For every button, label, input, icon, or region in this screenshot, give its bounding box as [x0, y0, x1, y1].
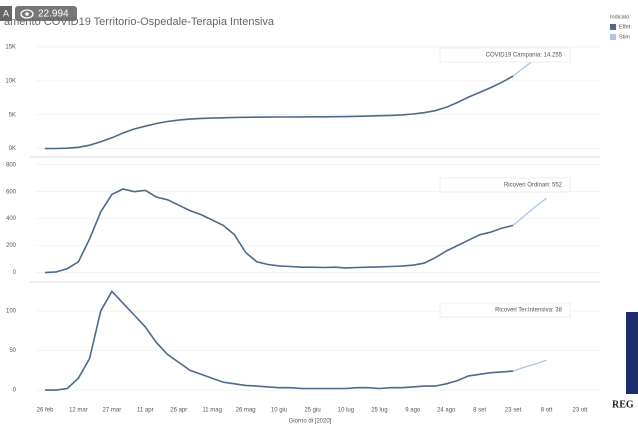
x-tick-label: 26 apr	[170, 408, 187, 414]
eye-icon	[20, 9, 34, 19]
y-tick-label: 10K	[5, 78, 16, 84]
y-tick-label: 600	[6, 189, 17, 195]
view-count: 22.994	[38, 9, 69, 20]
legend-label: Effet	[619, 24, 631, 30]
x-tick-label: 9 ago	[405, 408, 421, 414]
annotation-box	[439, 177, 571, 193]
series-line	[44, 188, 514, 274]
annotation-box	[439, 47, 571, 63]
annotation: COVID19 Campania: 14.255	[486, 53, 563, 59]
legend-title: Indicato	[610, 14, 629, 20]
x-axis-label: Giorno di [2020]	[289, 419, 332, 425]
x-tick-label: 25 lug	[371, 408, 387, 414]
y-tick-label: 0	[13, 388, 17, 394]
chart-title: amento COVID19 Territorio-Ospedale-Terap…	[4, 16, 275, 28]
x-tick-label: 11 apr	[137, 408, 154, 414]
badge: A	[3, 8, 9, 18]
y-tick-label: 15K	[5, 45, 16, 51]
x-tick-label: 26 feb	[37, 408, 54, 414]
badge-box	[0, 6, 12, 21]
series-line	[512, 359, 547, 372]
x-tick-label: 11 mag	[202, 408, 222, 414]
annotation: Ricoveri Ter.Intensiva: 38	[495, 308, 563, 314]
y-tick-label: 200	[6, 243, 17, 249]
x-tick-label: 10 giu	[271, 408, 287, 414]
annotation-box	[439, 302, 571, 318]
y-tick-label: 100	[6, 309, 17, 315]
y-tick-label: 800	[6, 162, 17, 168]
x-tick-label: 8 set	[473, 408, 486, 414]
x-tick-label: 23 ott	[572, 408, 587, 414]
y-tick-label: 50	[9, 348, 16, 354]
annotation: Ricoveri Ordinari: 552	[504, 183, 563, 189]
logo: REG	[612, 399, 634, 410]
x-tick-label: 27 mar	[103, 408, 122, 414]
series-line	[512, 197, 547, 226]
x-tick-label: 24 ago	[437, 408, 456, 414]
x-tick-label: 8 ott	[541, 408, 553, 414]
series-line	[44, 75, 514, 150]
y-tick-label: 0	[13, 270, 17, 276]
logo-box	[611, 396, 638, 412]
legend-label: Stim	[619, 34, 630, 40]
y-tick-label: 400	[6, 216, 17, 222]
x-tick-label: 12 mar	[69, 408, 88, 414]
x-tick-label: 10 lug	[338, 408, 354, 414]
x-tick-label: 25 giu	[304, 408, 320, 414]
legend-swatch	[610, 24, 616, 30]
x-tick-label: 23 set	[505, 408, 522, 414]
y-tick-label: 0K	[9, 146, 16, 152]
series-line	[45, 289, 514, 391]
sidebar-image	[626, 312, 638, 394]
legend-swatch	[610, 34, 616, 40]
eye-pupil	[25, 12, 29, 16]
x-tick-label: 26 mag	[236, 408, 256, 414]
y-tick-label: 5K	[9, 112, 16, 118]
